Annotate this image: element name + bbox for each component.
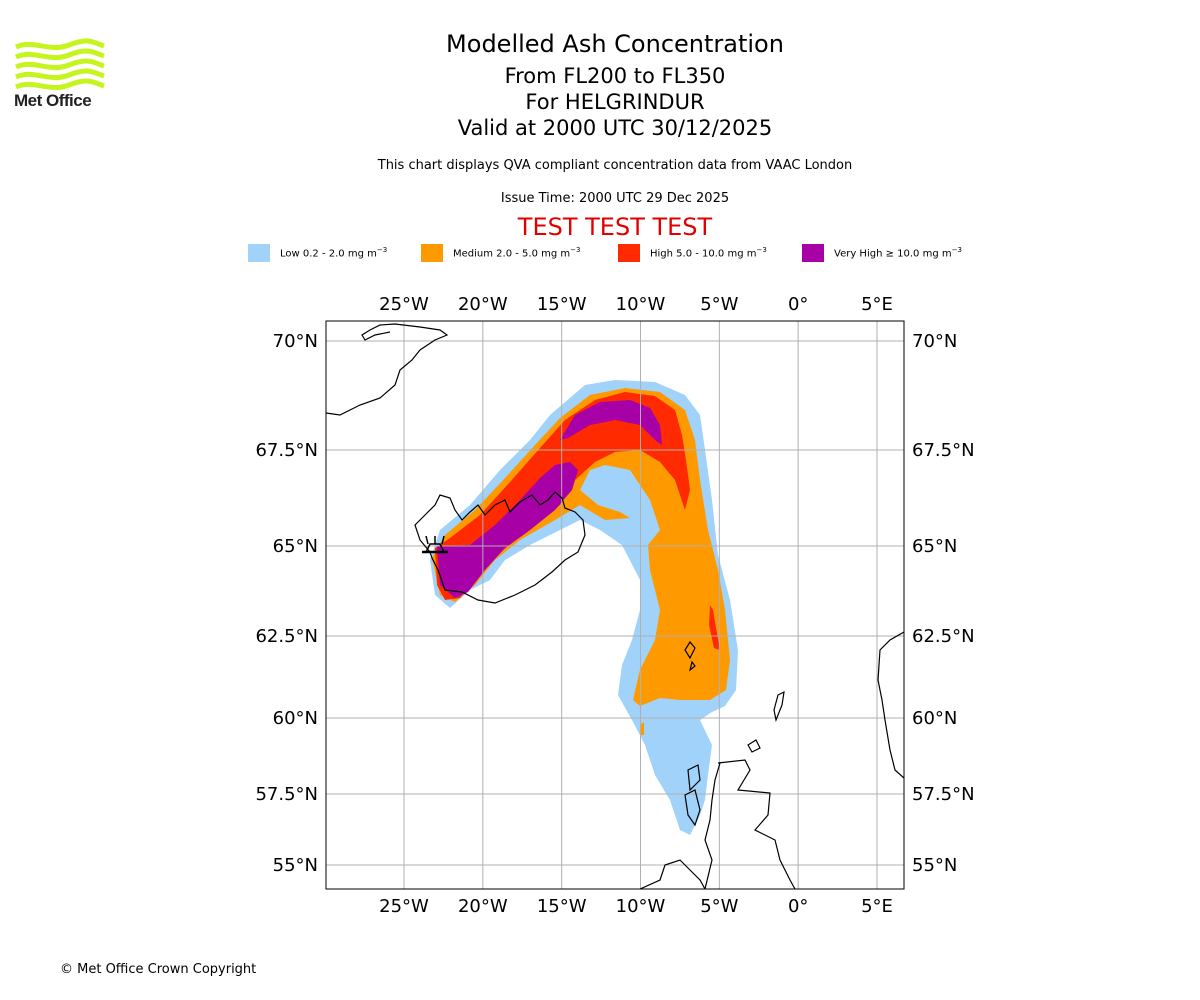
chart-title: Modelled Ash Concentration (446, 30, 784, 58)
ash-region-high-spot (709, 605, 720, 650)
lat-tick-label-right: 62.5°N (912, 626, 975, 647)
valid-time: Valid at 2000 UTC 30/12/2025 (457, 116, 773, 140)
copyright: © Met Office Crown Copyright (60, 962, 257, 977)
volcano-icon (422, 535, 448, 554)
met-office-logo-icon (14, 38, 105, 91)
lat-tick-label-left: 65°N (273, 536, 318, 557)
lat-tick-label-left: 57.5°N (255, 784, 318, 805)
lat-tick-label-right: 70°N (912, 331, 957, 352)
lon-tick-label-top: 5°W (700, 294, 738, 315)
coast-hebrides (684, 764, 701, 827)
coast-shetland (773, 690, 785, 723)
axis-labels: 25°W 25°W 20°W 20°W 15°W 15°W 10°W 10°W 5°W 5°W 0°… (255, 294, 974, 917)
coast-orkney (747, 739, 761, 753)
legend-swatch-very-high (802, 244, 824, 262)
logo-text: Met Office (14, 91, 92, 110)
map-frame (325, 320, 905, 890)
lat-tick-label-left: 67.5°N (255, 440, 318, 461)
lon-tick-label-bottom: 0° (788, 896, 808, 917)
lat-tick-label-right: 60°N (912, 708, 957, 729)
lat-tick-label-right: 65°N (912, 536, 957, 557)
legend-swatch-medium (421, 244, 443, 262)
lon-tick-label-bottom: 5°W (700, 896, 738, 917)
legend-label-medium: Medium 2.0 - 5.0 mg m−3 (453, 246, 581, 260)
lat-tick-label-left: 55°N (273, 855, 318, 876)
ash-region-very-high (437, 462, 578, 598)
lon-tick-label-top: 20°W (458, 294, 508, 315)
legend-swatch-low (248, 244, 270, 262)
coast-ireland (639, 859, 706, 889)
coast-scotland (704, 759, 796, 889)
lon-tick-label-top: 25°W (379, 294, 429, 315)
coast-iceland (414, 491, 586, 604)
issue-time: Issue Time: 2000 UTC 29 Dec 2025 (500, 191, 730, 206)
lat-tick-label-right: 67.5°N (912, 440, 975, 461)
lat-tick-label-left: 60°N (273, 708, 318, 729)
coast-greenland (326, 323, 449, 416)
chart-subtitle: This chart displays QVA compliant concen… (377, 158, 853, 173)
ash-region-very-high-north (560, 400, 662, 445)
test-banner: TEST TEST TEST (517, 213, 713, 241)
graticule (326, 321, 904, 889)
volcano-name: For HELGRINDUR (525, 90, 705, 114)
legend-swatch-high (618, 244, 640, 262)
lon-tick-label-bottom: 25°W (379, 896, 429, 917)
lon-tick-label-bottom: 15°W (537, 896, 587, 917)
lon-tick-label-bottom: 10°W (616, 896, 666, 917)
coast-faroe (684, 640, 696, 672)
lon-tick-label-top: 10°W (616, 294, 666, 315)
coast-norway (877, 631, 904, 779)
lon-tick-label-top: 15°W (537, 294, 587, 315)
legend-label-low: Low 0.2 - 2.0 mg m−3 (280, 246, 388, 260)
lon-tick-label-bottom: 5°E (861, 896, 893, 917)
lon-tick-label-top: 5°E (861, 294, 893, 315)
legend-label-high: High 5.0 - 10.0 mg m−3 (650, 246, 767, 260)
lat-tick-label-left: 62.5°N (255, 626, 318, 647)
lon-tick-label-bottom: 20°W (458, 896, 508, 917)
flight-levels: From FL200 to FL350 (504, 64, 726, 88)
lat-tick-label-right: 57.5°N (912, 784, 975, 805)
lon-tick-label-top: 0° (788, 294, 808, 315)
ash-region-medium (432, 388, 730, 706)
lat-tick-label-left: 70°N (273, 331, 318, 352)
legend-label-very-high: Very High ≥ 10.0 mg m−3 (834, 246, 962, 260)
coastlines (326, 323, 904, 889)
lat-tick-label-right: 55°N (912, 855, 957, 876)
